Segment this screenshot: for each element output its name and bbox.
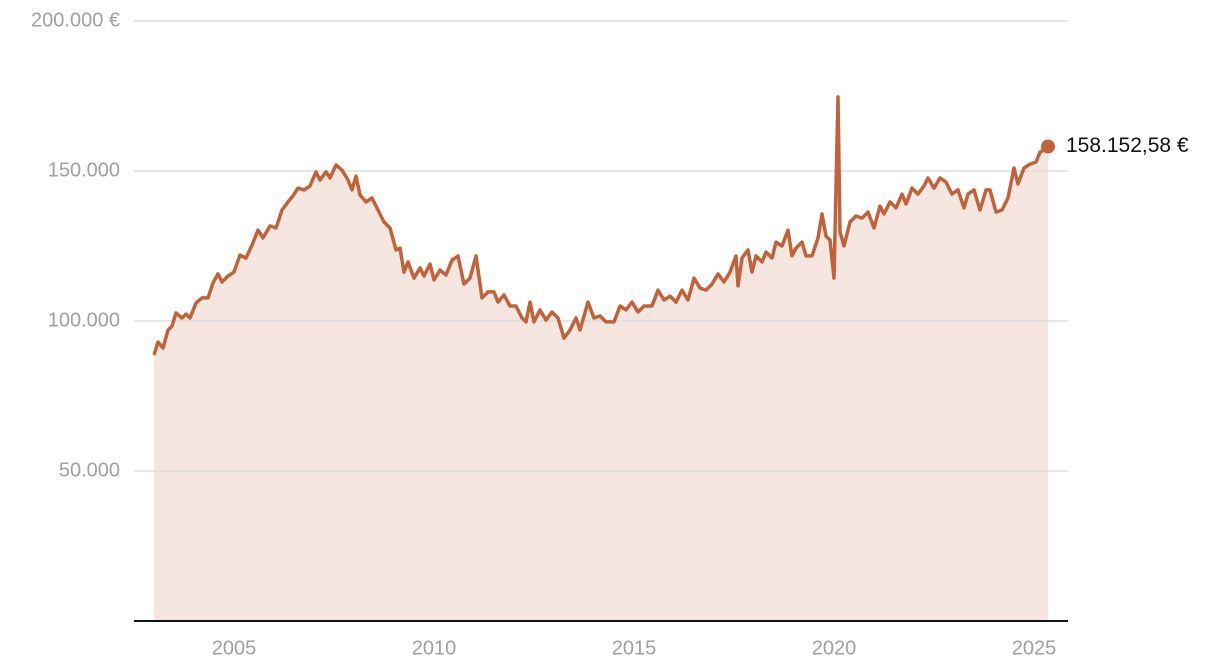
x-tick-label: 2015: [612, 637, 657, 659]
y-tick-label: 200.000 €: [31, 9, 120, 31]
y-tick-label: 100.000: [48, 309, 120, 331]
y-tick-label: 150.000: [48, 159, 120, 181]
x-tick-label: 2025: [1012, 637, 1057, 659]
x-tick-label: 2010: [412, 637, 457, 659]
x-tick-label: 2020: [812, 637, 857, 659]
x-tick-label: 2005: [212, 637, 257, 659]
end-point: [1041, 139, 1055, 154]
y-tick-label: 50.000: [59, 459, 120, 481]
line: [152, 95, 1050, 356]
value-label: 158.152,58 €: [1066, 134, 1189, 157]
area: [154, 96, 1048, 621]
